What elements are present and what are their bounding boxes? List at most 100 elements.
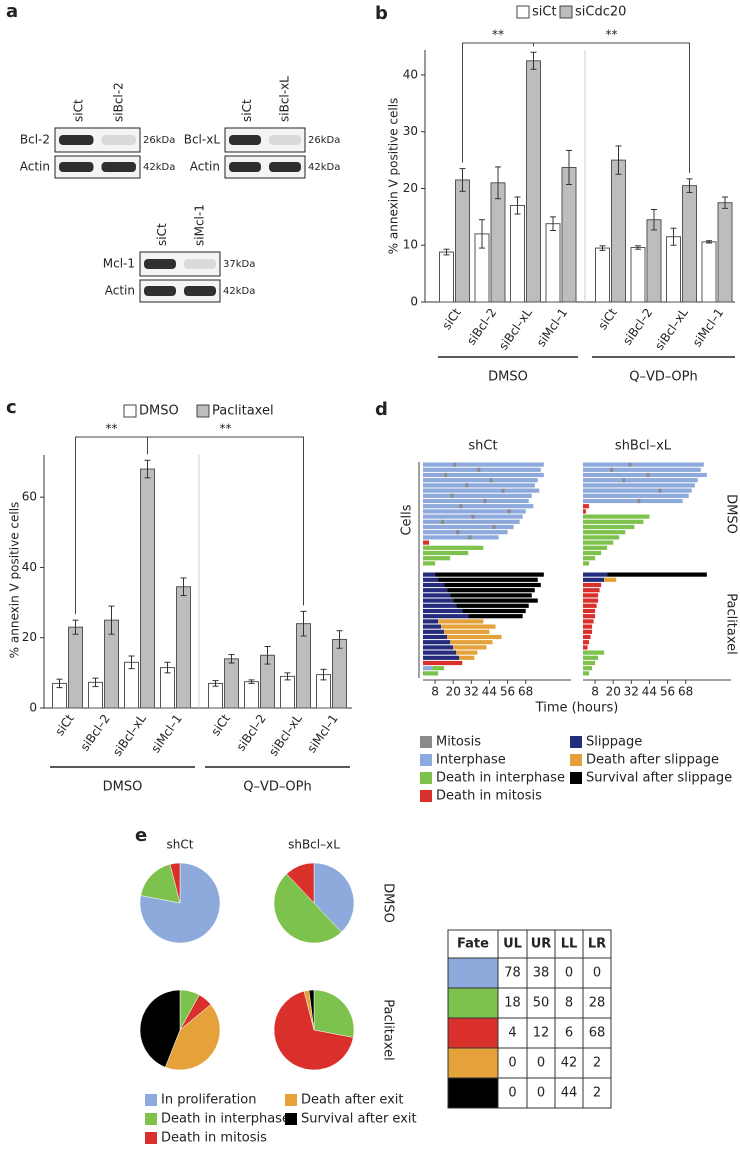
cell-segment	[447, 588, 535, 593]
group-label: Q–VD–OPh	[629, 370, 697, 385]
y-tick-label: 20	[403, 181, 418, 195]
cell-segment	[583, 671, 590, 676]
band-size: 37kDa	[223, 259, 255, 270]
bar	[244, 681, 259, 709]
cell-segment	[459, 504, 463, 509]
cell-segment	[583, 550, 602, 556]
cell-segment	[423, 634, 448, 640]
x-tick-label: 8	[591, 685, 599, 699]
cell-segment	[583, 540, 614, 545]
cell-segment	[459, 655, 475, 660]
cell-segment	[423, 577, 439, 582]
bar	[208, 682, 223, 709]
bar	[68, 626, 83, 709]
pie-slice	[313, 989, 355, 1038]
legend-swatch	[145, 1113, 157, 1125]
table-cell	[497, 1077, 528, 1109]
cell-segment	[607, 572, 707, 577]
pie-slice	[139, 989, 181, 1068]
legend-swatch	[123, 404, 137, 418]
table-value: 6	[565, 1026, 573, 1041]
x-tick-label: siCt	[595, 305, 620, 332]
legend-swatch	[570, 754, 582, 766]
column-label: shBcl–xL	[288, 838, 340, 852]
cell-segment	[583, 488, 692, 493]
table-cell	[497, 957, 528, 989]
group-label: DMSO	[103, 780, 143, 795]
cell-segment	[423, 467, 541, 472]
band-name: Mcl-1	[103, 257, 135, 271]
cell-segment	[423, 650, 457, 655]
bar	[611, 159, 626, 303]
x-tick-label: 44	[642, 685, 657, 699]
table-cell	[526, 1047, 556, 1079]
legend-label: Death in interphase	[161, 1112, 290, 1127]
cell-segment	[423, 530, 508, 535]
cell-segment	[583, 572, 608, 577]
blot-band	[59, 135, 94, 145]
x-tick-label: siBcl–2	[620, 306, 655, 348]
legend-swatch	[570, 772, 582, 784]
blot-band	[101, 162, 136, 172]
cell-segment	[444, 629, 490, 634]
table-cell	[554, 957, 584, 989]
x-tick-label: siBcl–xL	[496, 305, 535, 352]
y-tick-label: 40	[403, 67, 418, 81]
cell-segment	[438, 577, 538, 582]
x-tick-label: 68	[518, 685, 533, 699]
cell-segment	[628, 462, 632, 467]
cell-segment	[423, 619, 439, 624]
table-cell	[582, 1077, 612, 1109]
cell-segment	[583, 524, 635, 530]
panel-label: a	[6, 1, 18, 22]
table-value: 68	[589, 1026, 606, 1041]
bar	[646, 219, 662, 303]
cell-segment	[441, 519, 445, 524]
legend-label: In proliferation	[161, 1093, 256, 1108]
lane-label: siCt	[240, 99, 254, 122]
bar	[510, 205, 525, 303]
cell-segment	[604, 577, 617, 582]
cell-segment	[583, 593, 599, 598]
band-name: Bcl-xL	[184, 133, 221, 147]
cell-segment	[423, 608, 463, 614]
y-tick-label: 10	[403, 238, 418, 252]
bar	[455, 179, 470, 303]
legend-label: siCdc20	[575, 5, 626, 20]
cell-segment	[583, 493, 689, 498]
cell-segment	[438, 619, 484, 624]
cell-segment	[583, 462, 704, 467]
cell-segment	[583, 504, 590, 509]
cell-segment	[507, 509, 511, 514]
bar	[682, 185, 697, 303]
cell-segment	[423, 493, 532, 498]
cell-segment	[583, 535, 620, 540]
cell-segment	[583, 598, 599, 603]
table-cell	[554, 987, 584, 1019]
bar	[124, 661, 139, 709]
table-header: Fate	[457, 937, 489, 952]
lane-label: siCt	[71, 99, 85, 122]
bar	[439, 251, 454, 303]
cell-segment	[477, 467, 481, 472]
legend-swatch	[285, 1094, 297, 1106]
bar	[666, 236, 681, 303]
bar	[595, 247, 610, 303]
cell-segment	[423, 535, 499, 540]
cell-segment	[583, 660, 596, 666]
pie-slice	[313, 862, 355, 933]
cell-segment	[423, 540, 430, 545]
cell-segment	[423, 561, 436, 566]
x-tick-label: 32	[624, 685, 639, 699]
x-tick-label: siCt	[439, 305, 464, 332]
column-label: shBcl–xL	[615, 439, 672, 454]
cell-segment	[583, 509, 587, 514]
cell-segment	[583, 634, 591, 640]
x-tick-label: siBcl–2	[78, 712, 113, 754]
table-value: 2	[593, 1086, 601, 1101]
cell-segment	[444, 472, 448, 478]
pie-slice	[164, 1004, 221, 1071]
band-size: 42kDa	[308, 162, 340, 173]
x-tick-label: siMcl–1	[304, 712, 340, 756]
cell-segment	[423, 603, 457, 608]
